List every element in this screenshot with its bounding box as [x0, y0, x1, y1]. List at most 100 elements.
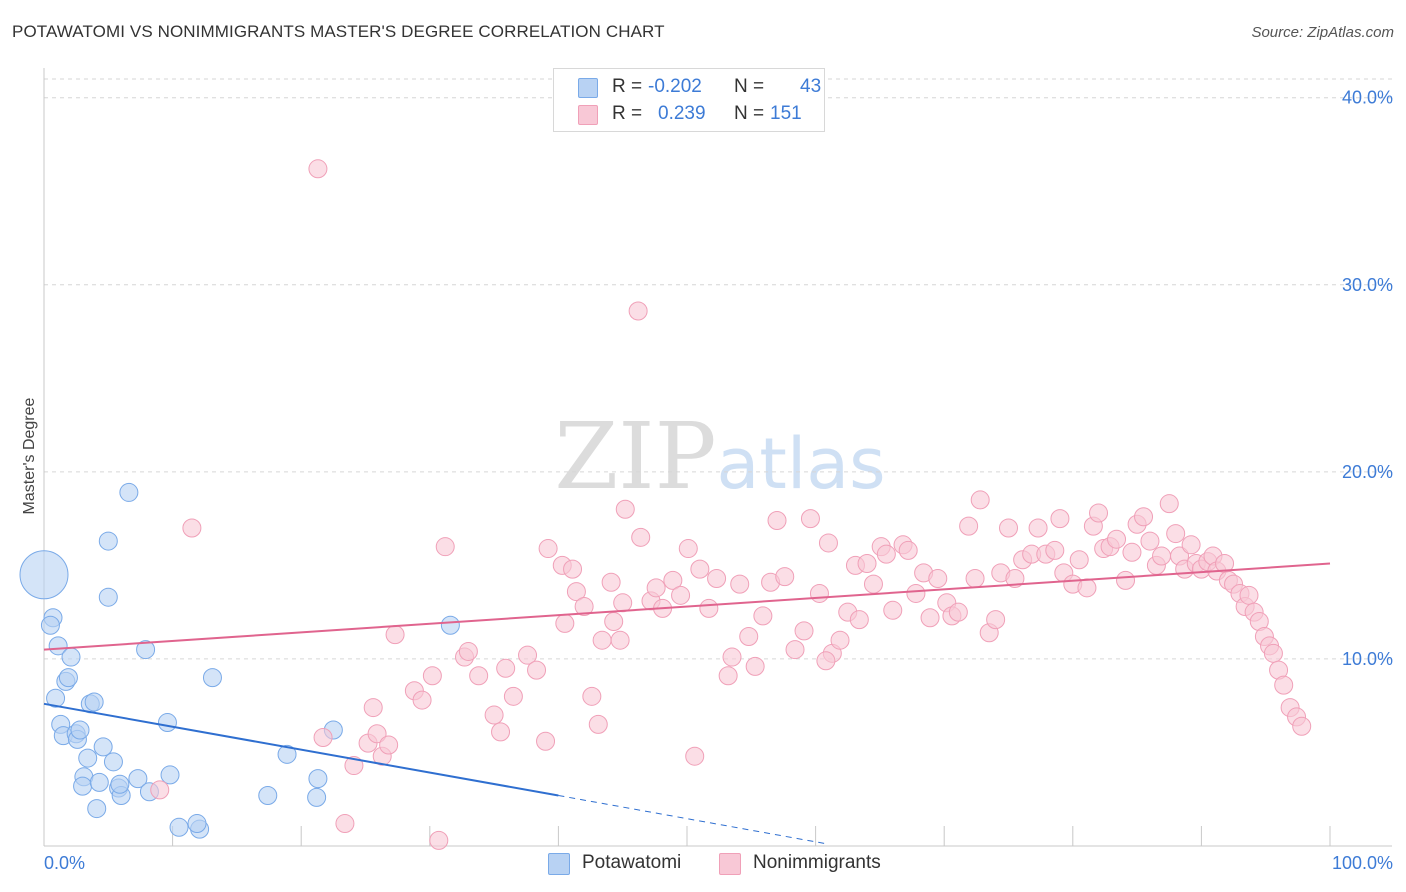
r-value: 0.239 [658, 103, 706, 124]
nonimmigrants-point [663, 570, 683, 590]
potawatomi-point [169, 817, 189, 837]
nonimmigrants-point [182, 518, 202, 538]
nonimmigrants-point [671, 585, 691, 605]
source-label: Source: ZipAtlas.com [1251, 24, 1394, 41]
nonimmigrants-point [469, 666, 489, 686]
nonimmigrants-point [785, 640, 805, 660]
nonimmigrants-point [1152, 546, 1172, 566]
potawatomi-point [40, 615, 60, 635]
nonimmigrants-point [690, 559, 710, 579]
nonimmigrants-point [699, 598, 719, 618]
nonimmigrants-point [1107, 529, 1127, 549]
nonimmigrants-point [458, 641, 478, 661]
nonimmigrants-point [906, 583, 926, 603]
nonimmigrants-point [883, 600, 903, 620]
nonimmigrants-point [928, 568, 948, 588]
nonimmigrants-point [794, 621, 814, 641]
nonimmigrants-point [150, 780, 170, 800]
nonimmigrants-point [809, 583, 829, 603]
nonimmigrants-point [1116, 570, 1136, 590]
potawatomi-point [307, 787, 327, 807]
potawatomi-point [128, 769, 148, 789]
nonimmigrants-point [518, 645, 538, 665]
potawatomi-point [93, 737, 113, 757]
nonimmigrants-point [379, 735, 399, 755]
nonimmigrants-point [536, 731, 556, 751]
nonimmigrants-point [385, 625, 405, 645]
nonimmigrants-point [1274, 675, 1294, 695]
nonimmigrants-point [1005, 568, 1025, 588]
nonimmigrants-point [582, 686, 602, 706]
y-tick-label: 40.0% [1342, 88, 1393, 108]
nonimmigrants-point [830, 630, 850, 650]
y-axis-label: Master's Degree [21, 397, 38, 514]
nonimmigrants-point [1050, 509, 1070, 529]
nonimmigrants-point [1181, 535, 1201, 555]
nonimmigrants-point [1292, 716, 1312, 736]
watermark-text: ZIPatlas [554, 403, 885, 510]
nonimmigrants-point [1140, 531, 1160, 551]
nonimmigrants-point [313, 727, 333, 747]
potawatomi-point [84, 692, 104, 712]
nonimmigrants-point [753, 606, 773, 626]
nonimmigrants-point [685, 746, 705, 766]
potawatomi-point [87, 799, 107, 819]
potawatomi-legend-swatch [548, 853, 570, 875]
potawatomi-point [78, 748, 98, 768]
potawatomi-point [160, 765, 180, 785]
potawatomi-trend-extension [558, 794, 829, 845]
nonimmigrants-point [999, 518, 1018, 538]
nonimmigrants-point [367, 724, 387, 744]
r-label: R = [612, 103, 643, 124]
potawatomi-point [277, 744, 297, 764]
nonimmigrants-point [484, 705, 504, 725]
potawatomi-point [46, 688, 66, 708]
nonimmigrants-point [527, 660, 547, 680]
y-tick-label: 20.0% [1342, 462, 1393, 482]
nonimmigrants-point [678, 539, 698, 559]
nonimmigrants-point [1166, 524, 1186, 544]
potawatomi-point [73, 776, 93, 796]
potawatomi-point [61, 647, 81, 667]
nonimmigrants-point [628, 301, 648, 321]
x-tick-label: 0.0% [44, 853, 85, 873]
nonimmigrants-point [574, 597, 594, 617]
nonimmigrants-point [613, 593, 633, 613]
nonimmigrants-point [1089, 503, 1109, 523]
potawatomi-point [103, 752, 123, 772]
potawatomi-point [70, 720, 90, 740]
potawatomi-point [98, 531, 118, 551]
potawatomi-point [48, 636, 68, 656]
potawatomi-point [136, 640, 156, 660]
nonimmigrants-point [604, 612, 624, 632]
nonimmigrants-point [1134, 507, 1154, 527]
chart-title: POTAWATOMI VS NONIMMIGRANTS MASTER'S DEG… [12, 22, 665, 41]
nonimmigrants-point [588, 714, 608, 734]
nonimmigrants-point [412, 690, 432, 710]
nonimmigrants-point [422, 666, 442, 686]
nonimmigrants-point [503, 686, 523, 706]
nonimmigrants-point [496, 658, 516, 678]
n-label: N = [734, 103, 765, 124]
x-tick-label: 100.0% [1332, 853, 1393, 873]
potawatomi-point [19, 550, 69, 600]
nonimmigrants-point [1159, 494, 1179, 514]
nonimmigrants-point [646, 578, 666, 598]
n-value: 43 [800, 76, 822, 97]
nonimmigrants-trend-line [43, 562, 1331, 651]
potawatomi-point [98, 587, 118, 607]
potawatomi-point [157, 713, 177, 733]
nonimmigrants-point [1239, 585, 1259, 605]
nonimmigrants-point [707, 568, 727, 588]
potawatomi-legend-label: Potawatomi [582, 852, 682, 873]
nonimmigrants-point [800, 509, 820, 529]
nonimmigrants-point [1077, 578, 1097, 598]
nonimmigrants-point [863, 574, 883, 594]
nonimmigrants-point [491, 722, 511, 742]
nonimmigrants-point [592, 630, 612, 650]
potawatomi-point [258, 785, 278, 805]
y-tick-label: 10.0% [1342, 649, 1393, 669]
nonimmigrants-point [1028, 518, 1048, 538]
nonimmigrants-point [959, 516, 979, 536]
